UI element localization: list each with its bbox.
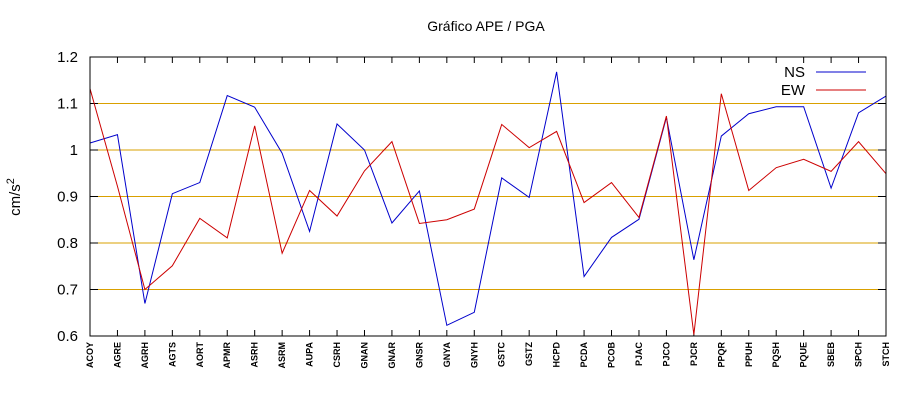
x-tick-label: GSTC: [497, 342, 507, 368]
x-tick-label: PCDA: [579, 342, 589, 368]
x-tick-label: AGRE: [112, 342, 122, 368]
y-tick-label: 0.7: [57, 282, 78, 299]
series-lines: [89, 71, 887, 335]
y-tick-label: 0.6: [57, 328, 78, 345]
x-tick-label: AGRH: [140, 342, 150, 369]
x-tick-label: AUPA: [305, 342, 315, 367]
legend-label-ew: EW: [781, 82, 806, 99]
x-tick-label: AORT: [195, 342, 205, 368]
x-tick-label: STCH: [881, 342, 891, 367]
series-line-ew: [89, 88, 887, 335]
x-tick-label: CSRH: [332, 342, 342, 368]
y-axis-ticks: 0.6 0.7 0.8 0.9 1 1.1 1.2: [57, 49, 886, 345]
legend-label-ns: NS: [784, 64, 805, 81]
series-line-ns: [89, 71, 887, 327]
x-tick-label: PPQR: [716, 342, 726, 368]
x-tick-label: APMR: [222, 342, 232, 369]
x-tick-label: PQSH: [771, 342, 781, 368]
x-tick-label: GNAR: [387, 342, 397, 369]
y-tick-label: 1.2: [57, 49, 78, 66]
x-tick-label: GNAN: [359, 342, 369, 369]
x-tick-label: GSTZ: [524, 341, 534, 366]
x-tick-label: PQUE: [799, 342, 809, 368]
grid-lines: [90, 103, 886, 290]
y-axis-label-superscript: 2: [5, 178, 17, 184]
chart-title: Gráfico APE / PGA: [427, 18, 545, 34]
x-tick-label: PCOB: [607, 342, 617, 369]
plot-frame: [89, 56, 887, 337]
y-tick-label: 0.9: [57, 189, 78, 206]
x-axis-ticks: ACOY AGRE AGRH AGTS AORT APMR ASRH ASRM AUPA CSRH…: [85, 57, 891, 369]
x-tick-label: PJCO: [661, 342, 671, 367]
y-axis-label: cm/s2: [5, 178, 24, 216]
x-tick-label: PJCR: [689, 342, 699, 367]
x-tick-label: ACOY: [85, 342, 95, 368]
y-tick-label: 1: [70, 142, 78, 159]
x-tick-label: GNYA: [442, 342, 452, 368]
x-tick-label: ASRH: [250, 342, 260, 368]
y-axis-label-unit: cm/s: [7, 184, 24, 216]
y-tick-label: 0.8: [57, 235, 78, 252]
y-tick-label: 1.1: [57, 96, 78, 113]
x-tick-label: PPUH: [744, 342, 754, 367]
x-tick-label: SPCH: [854, 342, 864, 367]
x-tick-label: HCPD: [552, 342, 562, 368]
x-tick-label: AGTS: [167, 342, 177, 367]
x-tick-label: SBEB: [826, 342, 836, 368]
x-tick-label: PJAC: [634, 342, 644, 367]
x-tick-label: ASRM: [277, 342, 287, 369]
x-tick-label: GNSR: [414, 342, 424, 369]
x-tick-label: GNYH: [469, 342, 479, 368]
